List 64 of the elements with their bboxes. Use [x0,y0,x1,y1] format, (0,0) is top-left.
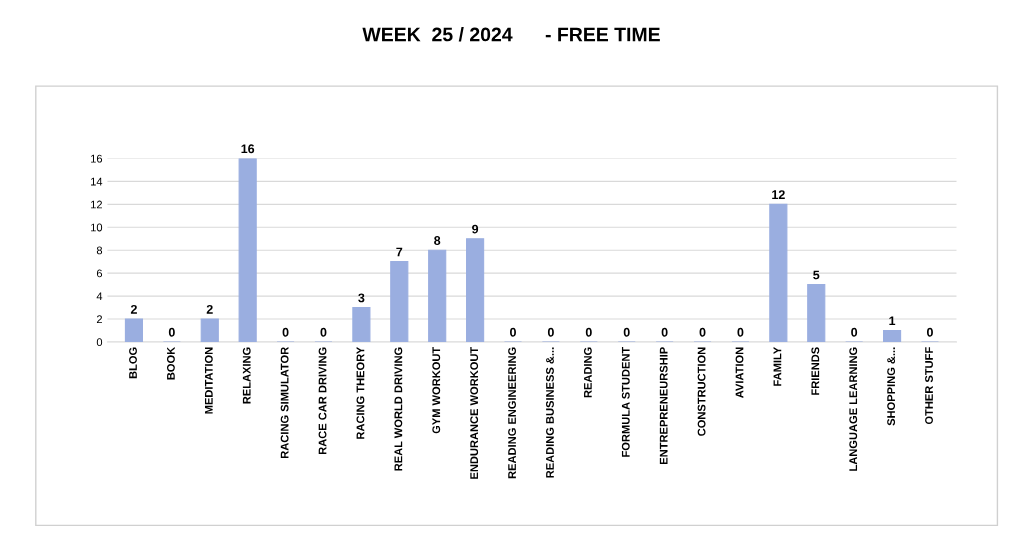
data-label: 0 [510,327,516,337]
bar [428,249,447,342]
bar [769,203,788,342]
y-tick-label: 10 [91,223,103,232]
data-label: 16 [241,144,255,154]
x-tick-label: SHOPPING &... [887,347,896,426]
data-label: 9 [472,224,479,234]
x-tick-label: CONSTRUCTION [697,347,706,436]
x-tick-label: RELAXING [242,347,251,404]
data-label: 0 [737,327,744,337]
bar [466,238,485,342]
data-label: 2 [130,304,137,314]
y-tick-label: 8 [96,246,103,255]
data-label: 0 [585,327,592,337]
bar [352,306,371,342]
data-label: 0 [282,327,289,337]
x-tick-label: RACE CAR DRIVING [318,347,327,455]
x-tick-label: ENTREPRENEURSHIP [659,347,668,464]
x-tick-label: ENDURANCE WORKOUT [470,346,479,479]
x-tick-label: READING ENGINEERING [508,347,516,479]
y-tick-label: 6 [96,269,103,278]
data-label: 0 [926,327,933,337]
x-tick-label: FRIENDS [811,347,820,395]
bar [882,329,902,342]
x-tick-label: OTHER STUFF [925,347,933,425]
y-tick-label: 16 [91,154,103,163]
x-tick-label: RACING THEORY [356,346,365,439]
bar [807,284,826,342]
x-tick-label: BOOK [166,346,175,380]
data-label: 5 [813,270,820,280]
x-tick-label: READING [583,347,592,398]
x-tick-label: BLOG [129,347,137,379]
y-tick-label: 4 [96,292,103,301]
bar [238,158,257,342]
y-tick-label: 14 [91,177,103,186]
data-label: 0 [320,327,327,337]
bar [200,318,219,342]
data-label: 0 [547,327,554,337]
x-tick-label: AVIATION [735,347,744,398]
data-label: 7 [396,247,403,257]
data-label: 12 [772,190,785,199]
chart-title: WEEK 25 / 2024 - FREE TIME [362,27,660,42]
data-label: 8 [434,236,441,245]
data-label: 0 [168,327,175,337]
x-tick-label: MEDITATION [204,347,213,414]
y-tick-label: 12 [91,200,102,209]
data-label: 0 [851,327,858,337]
y-tick-label: 0 [96,338,103,347]
x-tick-label: LANGUAGE LEARNING [849,347,858,471]
data-label: 1 [889,316,896,326]
data-label: 2 [206,304,213,314]
x-tick-label: REAL WORLD DRIVING [394,347,403,471]
data-label: 0 [699,327,706,337]
bar [390,261,409,342]
x-tick-label: FORMULA STUDENT [621,346,630,457]
y-tick-label: 2 [96,315,102,324]
data-label: 3 [358,293,365,303]
x-tick-label: RACING SIMULATOR [280,347,289,458]
x-tick-label: READING BUSINESS &... [546,347,554,478]
x-tick-label: FAMILY [773,346,782,386]
bar [124,318,144,342]
x-tick-label: GYM WORKOUT [432,346,441,434]
data-label: 0 [623,327,630,337]
data-label: 0 [661,327,668,337]
